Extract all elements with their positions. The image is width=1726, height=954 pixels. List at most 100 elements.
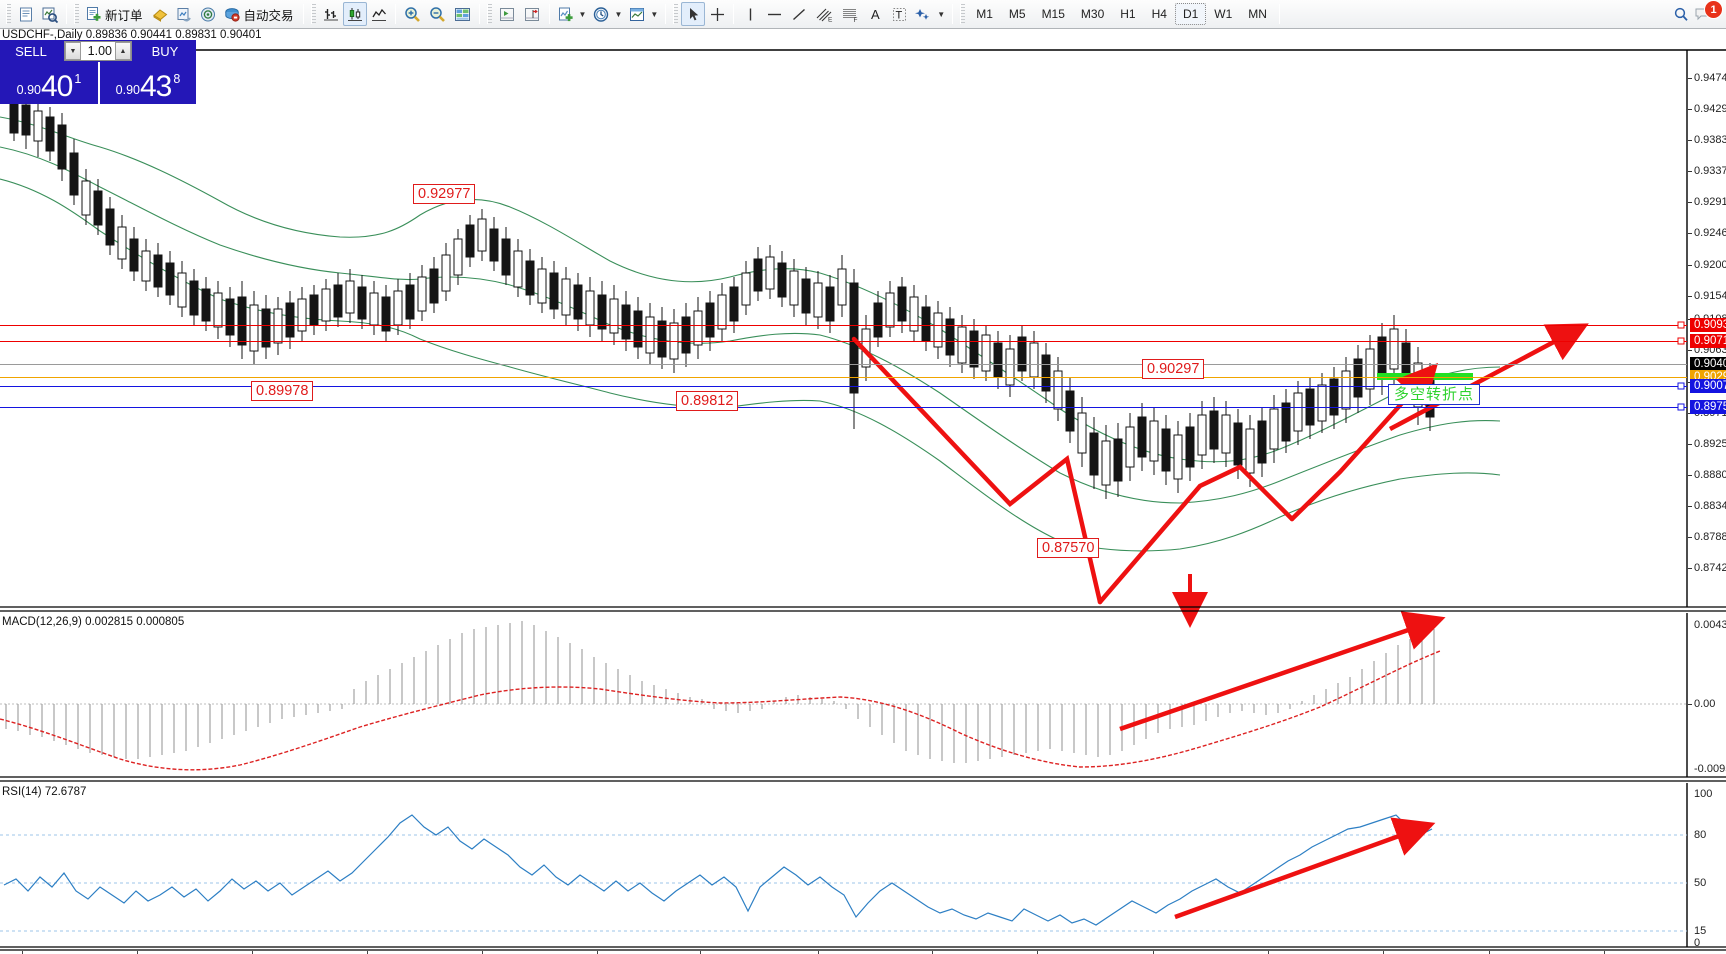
periods-icon[interactable]: ▼ [589,2,625,26]
price-line-support-1[interactable] [0,386,1687,387]
sell-button[interactable]: SELL [15,43,47,59]
toolbar-grip-3[interactable] [310,4,316,24]
price-tick-mark [1688,444,1692,445]
toolbar-separator-9 [1278,4,1280,24]
line-handle-resistance-1[interactable] [1677,321,1685,329]
buy-price-fraction: 8 [173,72,181,86]
annotation-89812[interactable]: 0.89812 [676,391,739,411]
volume-increase-button[interactable]: ▲ [115,42,131,60]
volume-input[interactable]: 1.00 [87,44,112,58]
zoom-out-icon[interactable] [425,2,450,26]
price-tick-mark [1688,475,1692,476]
toolbar-grip-6[interactable] [960,4,966,24]
text-tool[interactable]: A [863,2,887,26]
price-tick-mark [1688,171,1692,172]
price-line-resistance-1[interactable] [0,325,1687,326]
sell-price-big: 40 [41,70,73,103]
macd-tick: -0.009504 [1694,763,1726,775]
date-tick-mark [137,951,138,954]
crosshair-tool[interactable] [705,2,729,26]
line-handle-support-1[interactable] [1677,382,1685,390]
auto-scroll-icon[interactable] [495,2,520,26]
annotation-90297[interactable]: 0.90297 [1142,359,1205,379]
date-tick-mark [700,951,701,954]
fibonacci-tool[interactable]: F [837,2,863,26]
sell-price-display[interactable]: 0.90 40 1 [0,62,98,104]
toolbar-grip-2[interactable] [74,4,79,24]
chart-shift-icon[interactable] [520,2,545,26]
volume-decrease-button[interactable]: ▼ [65,42,81,60]
macd-tick: 0.00 [1694,698,1716,710]
expert-advisors-icon[interactable] [148,2,172,26]
timeframe-m30[interactable]: M30 [1080,7,1105,21]
rsi-tick: 50 [1694,877,1707,889]
line-handle-resistance-2[interactable] [1677,337,1685,345]
candlestick-chart-icon[interactable] [342,2,367,26]
chart-canvas[interactable]: USDCHF-,Daily 0.89836 0.90441 0.89831 0.… [0,29,1726,954]
timeframe-mn[interactable]: MN [1248,7,1267,21]
timeframe-d1[interactable]: D1 [1174,3,1207,25]
timeframe-h1[interactable]: H1 [1120,7,1136,21]
cursor-tool[interactable] [681,2,706,26]
text-label-tool[interactable]: T [887,2,911,26]
timeframe-h4[interactable]: H4 [1151,7,1167,21]
macd-indicator-label[interactable]: MACD(12,26,9) 0.002815 0.000805 [2,616,185,628]
volume-stepper[interactable]: ▼ 1.00 ▲ [64,41,132,61]
data-window-icon[interactable] [450,2,475,26]
horizontal-line-tool[interactable] [762,2,787,26]
annotation-89978[interactable]: 0.89978 [251,381,314,401]
timeframe-w1[interactable]: W1 [1214,7,1233,21]
zoom-in-icon[interactable] [400,2,425,26]
price-line-resistance-2[interactable] [0,341,1687,342]
toolbar-grip[interactable] [6,4,11,24]
signals-icon[interactable] [196,2,220,26]
trendline-tool[interactable] [787,2,811,26]
price-line-ask[interactable] [0,377,1687,378]
profiles-icon[interactable] [38,2,62,26]
chevron-down-icon-3[interactable]: ▼ [650,9,659,19]
equidistant-channel-tool[interactable]: E [811,2,837,26]
annotation-turning-point[interactable]: 多空转折点 [1388,384,1481,405]
annotation-high-92977[interactable]: 0.92977 [413,184,476,204]
price-tick-mark [1688,506,1692,507]
chevron-down-icon-4[interactable]: ▼ [937,9,946,19]
toolbar-grip-4[interactable] [486,4,492,24]
line-chart-icon[interactable] [367,2,391,26]
price-label-support-2[interactable]: 0.89757 [1690,400,1726,414]
search-icon[interactable] [1669,2,1693,26]
shapes-tool[interactable]: ▼ [911,2,948,26]
timeframe-m5[interactable]: M5 [1008,7,1026,21]
macd-tick-mark [1688,704,1692,705]
buy-button[interactable]: BUY [151,43,179,59]
date-tick-mark [22,951,23,954]
templates-icon[interactable]: ▼ [625,2,661,26]
date-tick-mark [1604,951,1605,954]
price-line-support-2[interactable] [0,407,1687,408]
notifications-icon[interactable]: 1 [1693,0,1723,26]
vertical-line-tool[interactable] [738,2,762,26]
one-click-trading-panel[interactable]: SELL ▼ 1.00 ▲ BUY 0.90 40 1 0.90 43 8 [0,40,196,104]
rsi-indicator-label[interactable]: RSI(14) 72.6787 [2,786,87,798]
rsi-tick: 100 [1694,788,1713,800]
price-label-support-1[interactable]: 0.90075 [1690,379,1726,393]
buy-price-display[interactable]: 0.90 43 8 [98,62,196,104]
chevron-down-icon-2[interactable]: ▼ [614,9,623,19]
rsi-tick: 0 [1694,937,1701,949]
autotrading-button[interactable]: 自动交易 [220,2,299,26]
bar-chart-icon[interactable] [319,2,343,26]
line-handle-support-2[interactable] [1677,403,1685,411]
annotation-low-87570[interactable]: 0.87570 [1037,538,1100,558]
date-tick-mark [1037,951,1038,954]
market-watch-icon[interactable] [172,2,196,26]
price-label-resistance-2[interactable]: 0.90712 [1690,334,1726,348]
timeframe-m1[interactable]: M1 [976,7,993,21]
new-order-button[interactable]: 新订单 [82,2,148,26]
toolbar-grip-5[interactable] [673,4,679,24]
new-chart-icon[interactable] [14,2,38,26]
chevron-down-icon[interactable]: ▼ [578,9,587,19]
indicators-icon[interactable]: ▼ [554,2,590,26]
price-label-resistance-1[interactable]: 0.90933 [1690,318,1726,332]
timeframe-m15[interactable]: M15 [1041,7,1065,21]
